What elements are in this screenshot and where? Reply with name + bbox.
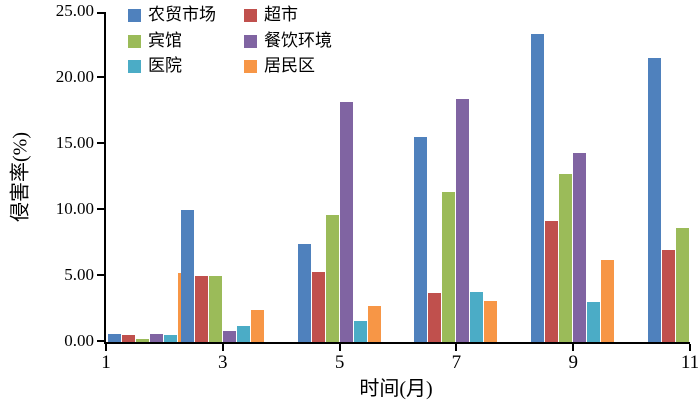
legend-marker [128,8,141,22]
x-tick-label: 1 [101,352,111,373]
bar [573,153,587,342]
bar [428,293,442,342]
legend: 农贸市场 超市宾馆 餐饮环境医院 居民区 [128,5,332,76]
y-tick [97,208,104,210]
x-tick-label: 7 [451,352,462,373]
x-tick [455,344,458,351]
x-tick [338,344,341,351]
y-tick-label: 5.00 [64,265,94,284]
bar [353,320,367,342]
y-tick [97,274,104,276]
bar [194,276,208,342]
legend-item: 居民区 [244,57,332,76]
legend-item: 餐饮环境 [244,30,332,51]
bar [236,326,250,342]
bar [339,101,353,342]
x-tick [221,344,224,351]
bar [367,306,381,342]
bar [180,210,194,342]
legend-label: 居民区 [264,56,315,76]
legend-marker [244,60,257,74]
legend-label: 宾馆 [148,30,182,50]
legend-item: 宾馆 [128,30,216,51]
bar [150,334,163,342]
y-tick-label: 15.00 [55,133,94,152]
y-tick [97,12,104,14]
bar [601,260,615,342]
bar [164,335,177,342]
bar [559,174,573,342]
y-tick [97,340,104,342]
legend-label: 超市 [264,5,298,24]
x-axis-label: 时间(月) [359,378,433,400]
bar [587,302,601,342]
bar [136,339,149,342]
x-tick [572,344,575,351]
bar [676,228,689,342]
bar [442,191,456,342]
bar [311,272,325,342]
bar [108,334,121,342]
legend-label: 农贸市场 [148,5,216,24]
plot-area: 农贸市场 超市宾馆 餐饮环境医院 居民区 1 3 5 7 9 11 0.00 5.00 10.00 15… [56,1,699,373]
legend-marker [128,34,141,48]
y-tick-label: 0.00 [64,331,94,350]
x-tick-label: 11 [680,352,700,373]
bar [545,220,559,342]
legend-marker [128,60,141,74]
bar [297,244,311,342]
bar [470,291,484,342]
bar [648,58,661,342]
legend-item: 医院 [128,57,216,76]
y-tick [97,142,104,144]
y-axis-label: 侵害率(%) [9,132,32,222]
bar [250,310,264,342]
bar [531,34,545,342]
legend-marker [244,34,257,48]
legend-label: 医院 [148,56,182,76]
x-tick-label: 3 [218,352,228,373]
x-tick [105,344,107,351]
bar [484,301,498,342]
bar [222,331,236,342]
legend-item: 农贸市场 [128,5,216,25]
bar [122,335,135,342]
x-tick [689,344,691,351]
bar [414,137,428,342]
legend-item: 超市 [244,5,332,25]
legend-marker [244,8,257,22]
bar [325,215,339,342]
y-tick [97,76,104,78]
bars-layer [106,12,690,342]
y-tick-label: 10.00 [55,199,94,218]
x-tick-label: 5 [334,352,345,373]
legend-label: 餐饮环境 [264,30,332,50]
bar [662,249,675,342]
bar [456,99,470,342]
y-tick-label: 20.00 [55,67,94,86]
bar [208,276,222,342]
x-tick-label: 9 [568,352,578,373]
y-tick-label: 25.00 [55,1,94,20]
